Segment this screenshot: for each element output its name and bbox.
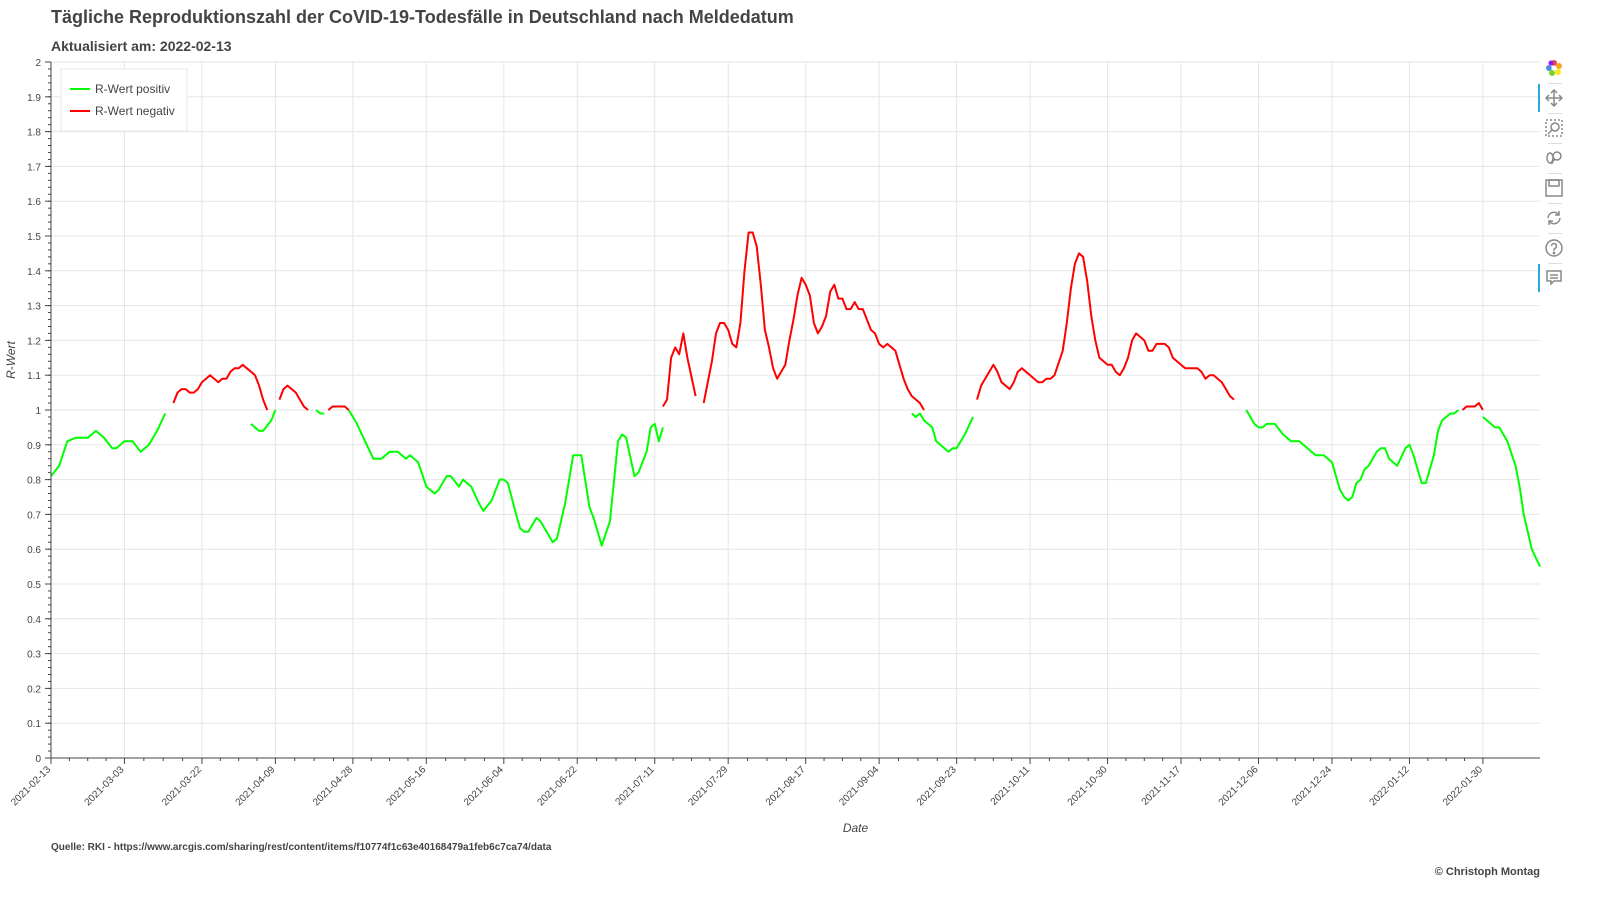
chart-grid: [50, 61, 1540, 759]
series-line-positive: [50, 413, 167, 477]
toolbar-separator: [1548, 203, 1562, 204]
source-note: Quelle: RKI - https://www.arcgis.com/sha…: [51, 842, 552, 853]
bokeh-logo-icon[interactable]: [1540, 56, 1568, 80]
series-line-negative: [327, 405, 350, 411]
pan-icon[interactable]: [1538, 84, 1568, 112]
y-tick-label: 0.8: [27, 476, 41, 487]
y-tick-label: 1.5: [27, 232, 41, 243]
x-tick-label: 2021-03-22: [160, 764, 204, 808]
y-tick-label: 0.4: [27, 615, 41, 626]
series-line-positive: [315, 409, 325, 415]
toolbar-separator: [1548, 143, 1562, 144]
toolbar-separator: [1548, 113, 1562, 114]
x-tick-label: 2022-01-12: [1368, 764, 1412, 808]
series-line-negative: [278, 384, 309, 411]
y-tick-label: 1.1: [27, 371, 41, 382]
legend-label: R-Wert negativ: [95, 104, 175, 118]
x-tick-label: 2021-04-28: [311, 764, 355, 808]
y-tick-label: 1.8: [27, 128, 41, 139]
wheel-zoom-icon[interactable]: [1540, 146, 1568, 170]
toolbar-separator: [1548, 83, 1562, 84]
save-icon[interactable]: [1540, 176, 1568, 200]
y-tick-label: 0: [35, 754, 41, 765]
x-tick-label: 2021-06-04: [462, 764, 506, 808]
x-tick-label: 2022-01-30: [1441, 764, 1485, 808]
y-tick-label: 1.9: [27, 93, 41, 104]
legend-box: [60, 68, 188, 132]
series-line-negative: [172, 363, 269, 411]
x-tick-label: 2021-07-29: [686, 764, 730, 808]
series-line-negative: [702, 231, 925, 411]
page-title: Tägliche Reproduktionszahl der CoVID-19-…: [51, 7, 794, 27]
y-tick-label: 1.4: [27, 267, 41, 278]
x-tick-label: 2021-07-11: [613, 764, 657, 808]
x-tick-label: 2021-12-24: [1290, 764, 1334, 808]
y-tick-label: 2: [35, 58, 41, 69]
x-tick-label: 2021-08-17: [764, 764, 808, 808]
reset-icon[interactable]: [1540, 206, 1568, 230]
series-line-positive: [347, 409, 664, 547]
y-tick-label: 1.7: [27, 162, 41, 173]
toolbar-separator: [1548, 263, 1562, 264]
page-subtitle: Aktualisiert am: 2022-02-13: [51, 38, 232, 54]
series-line-positive: [911, 412, 974, 453]
y-tick-label: 0.5: [27, 580, 41, 591]
chart-series: [50, 231, 1541, 568]
chart-axes: 0 0.1 0.2 0.3 0.4 0.5 0.6 0.7 0.8 0.9 1 1.1 1.2 1.3 1.…: [4, 58, 1540, 835]
x-tick-label: 2021-10-30: [1066, 764, 1110, 808]
y-tick-label: 0.2: [27, 684, 41, 695]
y-tick-label: 0.1: [27, 719, 41, 730]
copyright-note: © Christoph Montag: [1434, 866, 1540, 878]
x-tick-label: 2021-09-04: [837, 764, 881, 808]
x-tick-label: 2021-02-13: [9, 764, 53, 808]
series-line-positive: [250, 409, 277, 432]
y-tick-label: 0.9: [27, 441, 41, 452]
series-line-positive: [1482, 416, 1541, 568]
y-tick-label: 1.2: [27, 336, 41, 347]
series-line-negative: [1461, 402, 1484, 411]
y-axis-label: R-Wert: [4, 340, 18, 378]
series-line-negative: [662, 332, 697, 408]
y-tick-label: 0.7: [27, 510, 41, 521]
box-zoom-icon[interactable]: [1540, 116, 1568, 140]
x-tick-label: 2021-05-16: [384, 764, 428, 808]
x-tick-label: 2021-06-22: [535, 764, 579, 808]
y-tick-label: 1: [35, 406, 41, 417]
toolbar-separator: [1548, 233, 1562, 234]
chart-legend: R-Wert positiv R-Wert negativ: [60, 68, 188, 132]
x-tick-label: 2021-10-11: [989, 764, 1033, 808]
x-tick-label: 2021-11-17: [1140, 764, 1184, 808]
y-tick-label: 0.3: [27, 650, 41, 661]
x-tick-label: 2021-09-23: [915, 764, 959, 808]
x-tick-label: 2021-04-09: [234, 764, 278, 808]
x-tick-label: 2021-12-06: [1217, 764, 1261, 808]
y-tick-label: 1.6: [27, 197, 41, 208]
y-tick-label: 0.6: [27, 545, 41, 556]
hover-icon[interactable]: [1538, 264, 1568, 292]
x-tick-label: 2021-03-03: [83, 764, 127, 808]
series-line-negative: [976, 252, 1235, 401]
help-icon[interactable]: [1540, 236, 1568, 260]
toolbar-separator: [1548, 173, 1562, 174]
x-axis-label: Date: [843, 821, 869, 835]
series-line-positive: [1245, 409, 1460, 502]
y-tick-label: 1.3: [27, 302, 41, 313]
legend-label: R-Wert positiv: [95, 82, 170, 96]
